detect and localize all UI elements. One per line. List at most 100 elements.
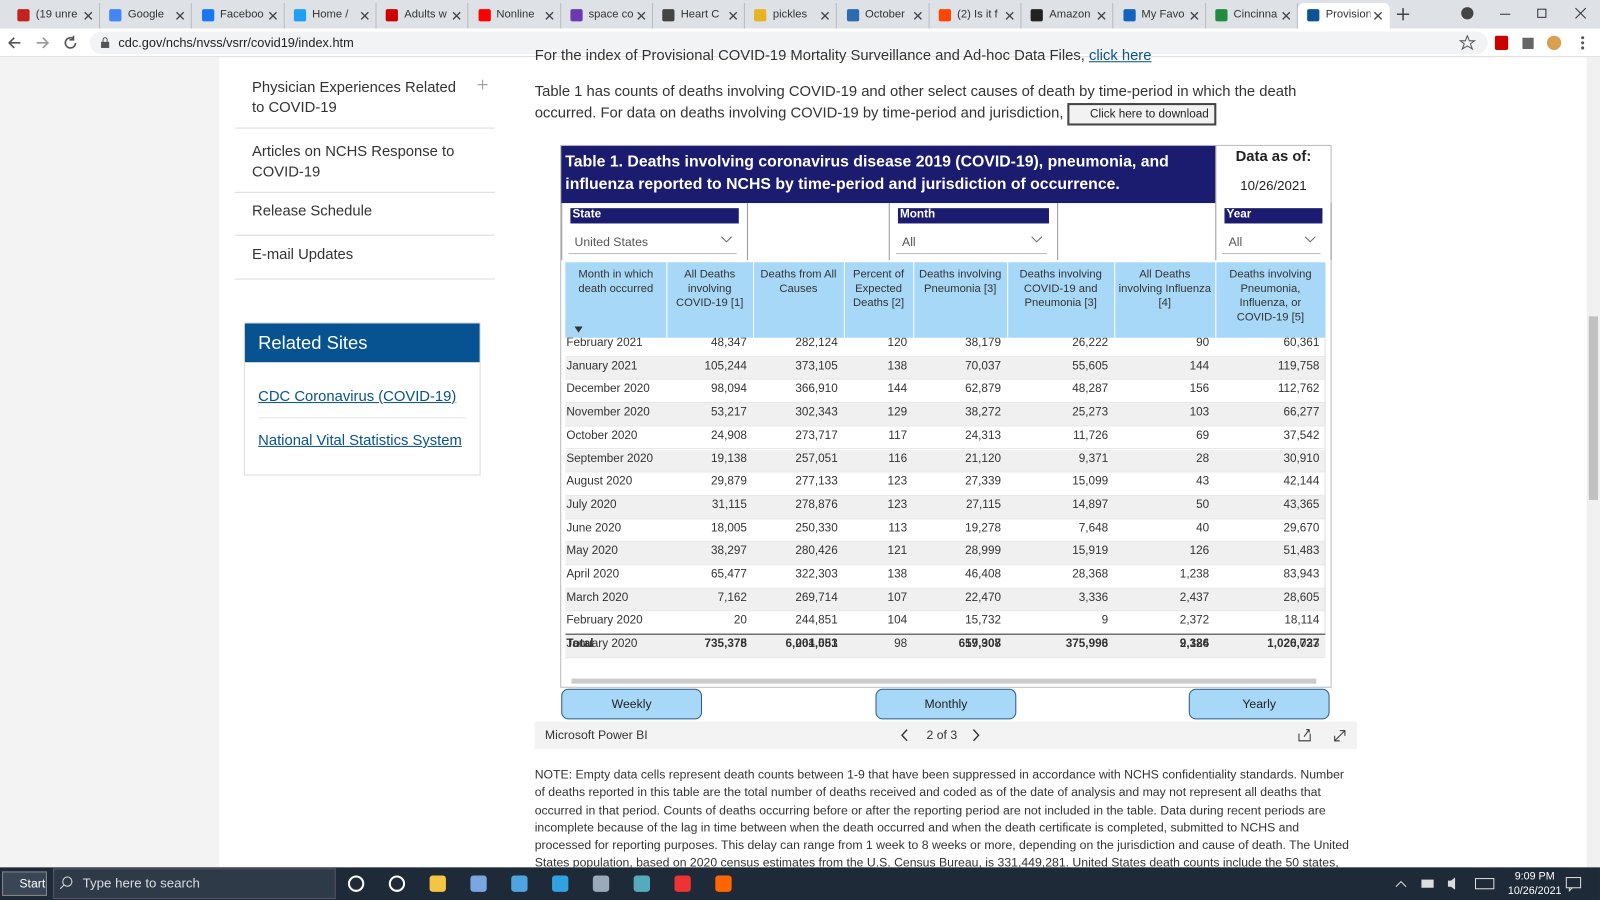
slicer-value[interactable]: United States xyxy=(574,234,649,249)
taskbar-icon[interactable] xyxy=(592,875,610,892)
column-header[interactable]: Percent of Expected Deaths [2] xyxy=(852,268,905,310)
tab-close[interactable] xyxy=(452,11,461,20)
dropdown-chevron[interactable] xyxy=(1031,236,1043,244)
sidebar-item[interactable]: E-mail Updates xyxy=(234,245,495,280)
browser-tab[interactable]: (19 unre xyxy=(8,3,100,29)
nav-icons[interactable] xyxy=(8,35,79,51)
cell: 65,477 xyxy=(711,568,747,581)
h-scrollbar[interactable] xyxy=(571,678,1317,684)
view-button[interactable]: Monthly xyxy=(875,688,1017,720)
new-tab[interactable] xyxy=(1396,7,1410,21)
search-box[interactable] xyxy=(53,868,336,899)
url[interactable]: cdc.gov/nchs/nvss/vsrr/covid19/index.htm xyxy=(118,35,354,50)
tray-icons[interactable] xyxy=(1394,876,1506,892)
related-link[interactable]: CDC Coronavirus (COVID-19) xyxy=(258,388,457,406)
taskbar-icon[interactable] xyxy=(715,875,732,892)
browser-tab[interactable]: Google xyxy=(100,3,193,29)
browser-tab[interactable]: Cincinna xyxy=(1206,3,1298,29)
browser-tab[interactable]: Faceboo xyxy=(192,3,285,29)
column-header[interactable]: Deaths from All Causes xyxy=(760,268,837,295)
tab-close[interactable] xyxy=(1005,11,1014,20)
tab-close[interactable] xyxy=(913,11,922,20)
column-header[interactable]: All Deaths involving Influenza [4] xyxy=(1118,268,1211,310)
taskbar-icon[interactable] xyxy=(511,875,528,892)
tab-close[interactable] xyxy=(176,11,185,20)
browser-tab[interactable]: Provision xyxy=(1298,3,1390,29)
page-arrows[interactable] xyxy=(900,729,982,742)
address-bar[interactable] xyxy=(89,31,1488,55)
taskbar-icon[interactable] xyxy=(674,875,691,892)
browser-tab[interactable]: (2) Is it f xyxy=(930,3,1022,29)
scrollbar[interactable] xyxy=(1586,57,1600,868)
slicer-value[interactable]: All xyxy=(1228,234,1243,249)
sidebar-item-label[interactable]: Release Schedule xyxy=(252,203,373,220)
browser-tab[interactable]: Heart C xyxy=(653,3,745,29)
taskbar-icon[interactable] xyxy=(347,875,365,892)
slicer[interactable]: State United States xyxy=(561,203,748,261)
browser-tab[interactable]: Nonline xyxy=(469,3,561,29)
cell: 37,542 xyxy=(1283,429,1320,442)
notification-icon[interactable] xyxy=(1565,876,1582,892)
browser-tab[interactable]: Home / xyxy=(285,3,377,29)
cell: 120 xyxy=(887,337,908,349)
extension-icons[interactable] xyxy=(1459,34,1592,51)
cell: 264,583 xyxy=(795,637,838,651)
column-header[interactable]: Deaths involving Pneumonia [3] xyxy=(919,268,1002,295)
cell: 6,001,051 xyxy=(785,638,838,651)
browser-tab[interactable]: Adults w xyxy=(377,3,469,29)
taskbar-icon[interactable] xyxy=(470,875,487,892)
tab-favicon xyxy=(1307,9,1320,22)
expand-icon[interactable] xyxy=(477,79,488,90)
browser-tab[interactable]: Amazon xyxy=(1022,3,1114,29)
data-as-of-label: Data as of: xyxy=(1235,148,1312,166)
cell: 2,437 xyxy=(1179,591,1210,604)
index-link[interactable]: click here xyxy=(1088,47,1152,65)
column-header[interactable]: Deaths involving Pneumonia, Influenza, o… xyxy=(1229,268,1312,324)
scroll-thumb[interactable] xyxy=(1588,316,1598,500)
browser-tab[interactable]: space co xyxy=(561,3,653,29)
tab-close[interactable] xyxy=(637,11,646,20)
browser-tab[interactable]: My Favo xyxy=(1114,3,1206,29)
tab-close[interactable] xyxy=(1189,11,1199,20)
tab-close[interactable] xyxy=(360,11,369,20)
column-header[interactable]: Month in which death occurred xyxy=(578,268,654,295)
tab-close[interactable] xyxy=(1097,11,1106,20)
sidebar-item[interactable]: Physician Experiences Related to COVID-1… xyxy=(234,78,495,129)
view-button[interactable]: Yearly xyxy=(1188,688,1330,720)
search-text[interactable]: Type here to search xyxy=(82,875,200,891)
taskbar-icon[interactable] xyxy=(633,875,650,892)
sidebar-item[interactable]: Articles on NCHS Response to COVID-19 xyxy=(234,142,495,193)
browser-tab[interactable]: pickles xyxy=(745,3,838,29)
browser-tab[interactable]: October xyxy=(837,3,930,29)
slicer-value[interactable]: All xyxy=(902,234,916,249)
tab-close[interactable] xyxy=(84,11,93,20)
tab-close[interactable] xyxy=(1282,11,1291,20)
cell: 28,368 xyxy=(1072,568,1109,581)
powerbi-brand[interactable]: Microsoft Power BI xyxy=(544,727,648,742)
slicer[interactable]: Month All xyxy=(888,203,1059,261)
taskbar-icon[interactable] xyxy=(552,875,569,892)
sidebar-item[interactable]: Release Schedule xyxy=(234,201,495,236)
column-header[interactable]: Deaths involving COVID-19 and Pneumonia … xyxy=(1019,268,1102,310)
tab-close[interactable] xyxy=(729,11,738,20)
start-button[interactable]: Start xyxy=(2,871,47,896)
tab-close[interactable] xyxy=(544,11,554,20)
sidebar-item-label[interactable]: Physician Experiences Related to COVID-1… xyxy=(252,79,457,117)
share-icons[interactable] xyxy=(1298,728,1347,742)
dropdown-chevron[interactable] xyxy=(1304,236,1316,244)
sidebar-item-label[interactable]: E-mail Updates xyxy=(252,246,354,264)
related-link[interactable]: National Vital Statistics System xyxy=(258,432,462,449)
view-button[interactable]: Weekly xyxy=(561,688,703,720)
tab-close[interactable] xyxy=(821,11,830,20)
taskbar-icon[interactable] xyxy=(388,875,406,892)
sidebar-item-label[interactable]: Articles on NCHS Response to COVID-19 xyxy=(252,143,455,181)
column-header[interactable]: All Deaths involving COVID-19 [1] xyxy=(675,268,744,310)
tab-close[interactable] xyxy=(268,11,277,20)
window-controls[interactable] xyxy=(1459,5,1592,21)
taskbar-icon[interactable] xyxy=(429,875,446,892)
cell: 17,907 xyxy=(965,637,1002,651)
download-button[interactable]: Click here to download xyxy=(1067,103,1216,126)
tab-close[interactable] xyxy=(1374,11,1383,20)
slicer[interactable]: Year All xyxy=(1215,203,1332,261)
dropdown-chevron[interactable] xyxy=(720,236,732,244)
